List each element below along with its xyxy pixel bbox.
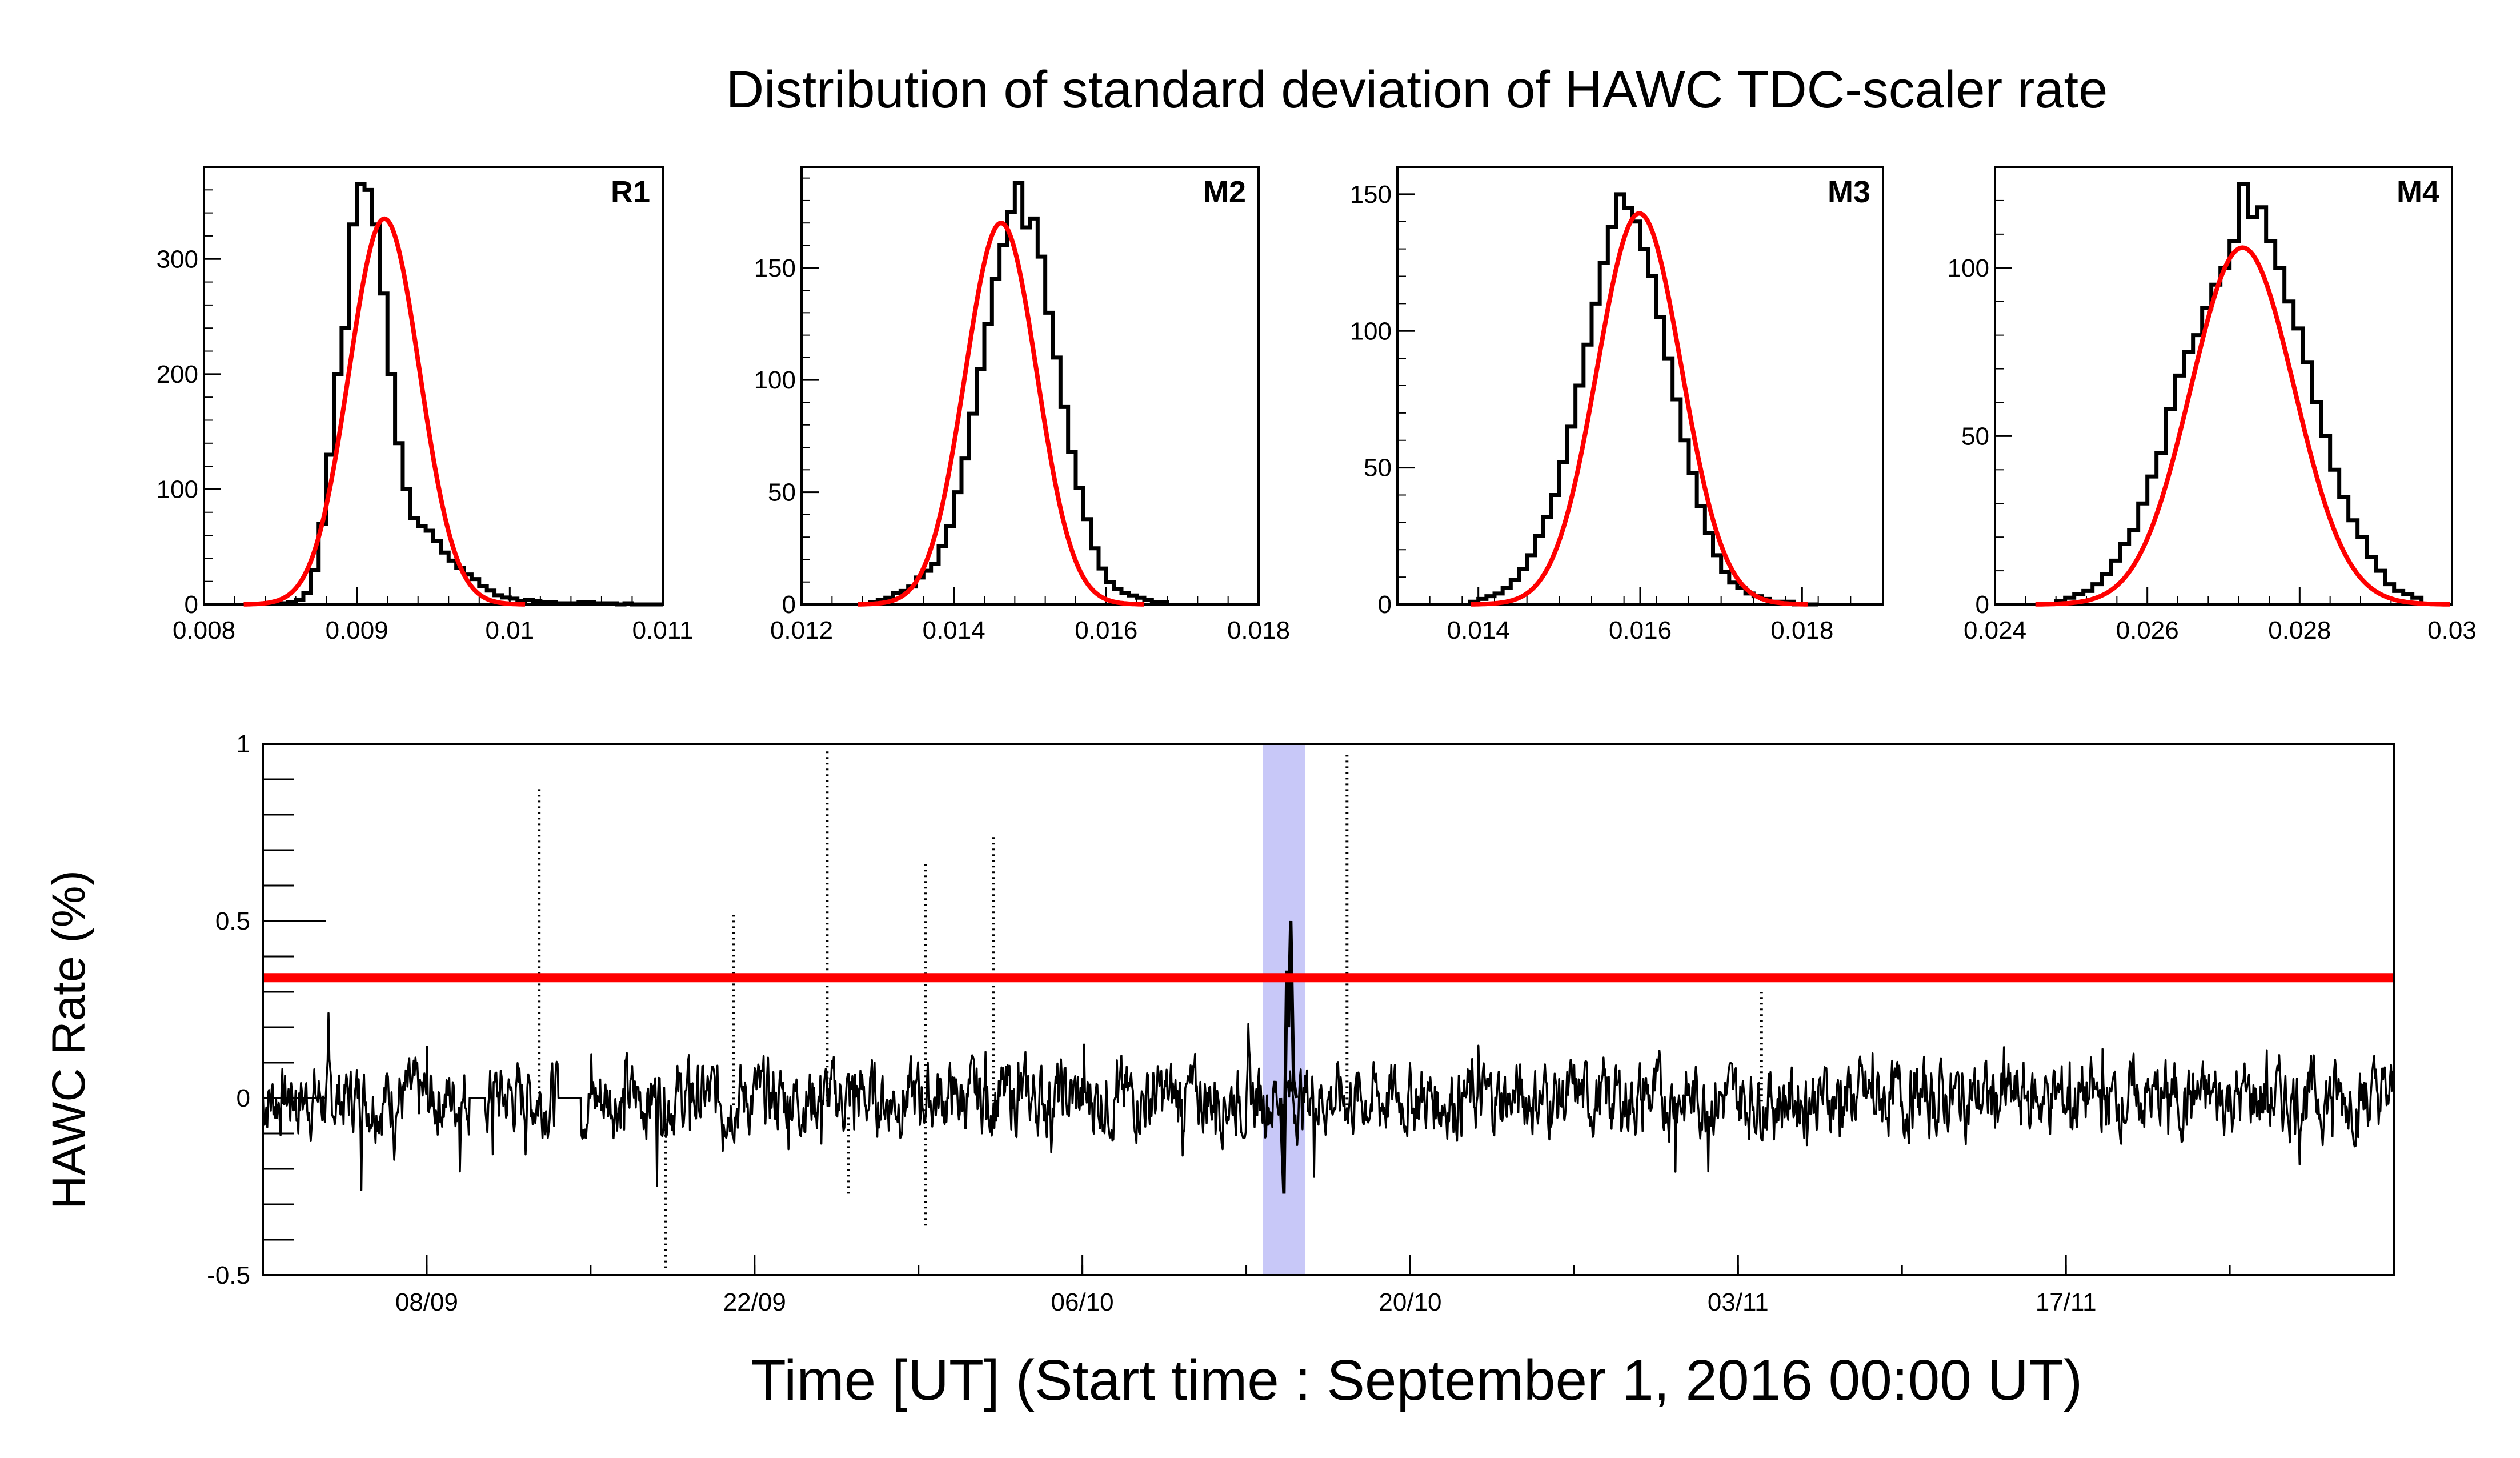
- y-tick-label: 200: [157, 361, 198, 388]
- plot-frame: [800, 166, 1260, 606]
- x-tick-label: 0.009: [326, 616, 388, 644]
- panel-label: R1: [611, 175, 650, 209]
- x-tick-label: 0.028: [2268, 616, 2331, 644]
- figure-title: Distribution of standard deviation of HA…: [726, 61, 2108, 119]
- gaussian-fit-curve: [1471, 211, 1808, 607]
- y-tick-label: 0: [237, 1084, 250, 1112]
- time-series-panel: -0.5 0 0.5 1 08/09 22/09 06/10 20/10 03/11 17/11: [207, 730, 2395, 1316]
- x-tick-label: 03/11: [1708, 1288, 1769, 1316]
- y-tick-label: 300: [157, 245, 198, 273]
- y-tick-label: 150: [1350, 181, 1392, 209]
- x-tick-label: 08/09: [395, 1288, 458, 1316]
- burst-peak: [1279, 920, 1299, 1194]
- x-tick-label: 20/10: [1379, 1288, 1441, 1316]
- histogram-steps: [278, 182, 663, 607]
- x-tick-label: 0.018: [1770, 616, 1833, 644]
- y-tick-label: 100: [754, 366, 796, 394]
- y-tick-label: 100: [1948, 254, 1989, 282]
- gaussian-fit-curve: [858, 221, 1145, 607]
- histogram-panel-m4: 0 50 100 0.024 0.026 0.028 0.03 M4: [1948, 166, 2477, 644]
- y-tick-label: 0: [782, 591, 796, 619]
- x-tick-label: 0.016: [1075, 616, 1137, 644]
- histogram-steps: [2054, 181, 2424, 604]
- y-tick-label: 50: [1364, 454, 1392, 482]
- histogram-panel-m3: 0 50 100 150 0.014 0.016 0.018 M3: [1350, 166, 1884, 644]
- highlight-band: [1263, 744, 1305, 1275]
- x-tick-label: 06/10: [1051, 1288, 1114, 1316]
- panel-label: M4: [2397, 175, 2439, 209]
- x-tick-label: 0.01: [486, 616, 535, 644]
- x-tick-label: 0.012: [770, 616, 833, 644]
- y-tick-label: 100: [1350, 317, 1392, 345]
- histogram-panel-m2: 0 50 100 150 0.012 0.014 0.016 0.018 M2: [754, 166, 1290, 644]
- rate-series-line: [262, 1012, 2395, 1191]
- y-tick-label: -0.5: [207, 1261, 250, 1289]
- gaussian-fit-curve: [2035, 245, 2450, 607]
- x-tick-label: 0.011: [632, 616, 694, 644]
- x-tick-label: 0.026: [2116, 616, 2179, 644]
- histogram-panel-r1: 0 100 200 300 0.008 0.009 0.01 0.011 R1: [157, 166, 694, 644]
- x-tick-label: 0.018: [1227, 616, 1290, 644]
- plot-frame: [203, 166, 664, 606]
- y-tick-label: 0: [185, 591, 198, 619]
- x-axis-label: Time [UT] (Start time : September 1, 201…: [751, 1348, 2082, 1412]
- histogram-steps: [1468, 192, 1818, 607]
- x-tick-label: 22/09: [723, 1288, 786, 1316]
- y-tick-label: 100: [157, 475, 198, 503]
- histogram-steps: [868, 180, 1169, 604]
- plot-frame: [1994, 166, 2453, 606]
- x-tick-label: 17/11: [2036, 1288, 2097, 1316]
- y-axis-label: HAWC Rate (%): [43, 870, 95, 1209]
- x-tick-label: 0.014: [923, 616, 985, 644]
- y-tick-label: 0: [1976, 591, 1989, 619]
- y-tick-label: 0.5: [215, 907, 250, 935]
- gaussian-fit-curve: [243, 216, 526, 607]
- y-tick-label: 0: [1378, 591, 1392, 619]
- plot-frame: [262, 743, 2395, 1276]
- x-tick-label: 0.016: [1609, 616, 1672, 644]
- y-tick-label: 1: [237, 730, 250, 758]
- y-tick-label: 50: [768, 479, 796, 507]
- panel-label: M2: [1203, 175, 1246, 209]
- x-tick-label: 0.024: [1964, 616, 2026, 644]
- panel-label: M3: [1828, 175, 1870, 209]
- x-tick-label: 0.008: [173, 616, 235, 644]
- x-tick-label: 0.03: [2427, 616, 2477, 644]
- y-tick-label: 150: [754, 254, 796, 282]
- y-tick-label: 50: [1961, 422, 1989, 450]
- x-tick-label: 0.014: [1447, 616, 1510, 644]
